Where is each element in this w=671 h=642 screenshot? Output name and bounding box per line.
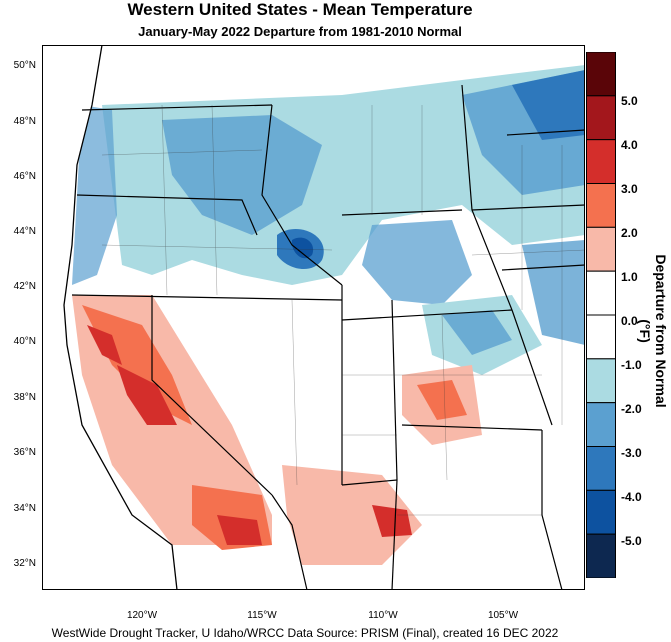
lat-label: 42°N: [13, 281, 36, 292]
colorbar-swatch: [586, 52, 616, 97]
lat-label: 36°N: [13, 447, 36, 458]
lat-label: 46°N: [13, 171, 36, 182]
lat-label: 38°N: [13, 392, 36, 403]
colorbar-swatch: [586, 402, 616, 448]
colorbar-swatch: [586, 270, 616, 316]
colorbar-label: -2.0: [621, 402, 642, 416]
colorbar: [586, 52, 616, 578]
colorbar-label: 2.0: [621, 226, 638, 240]
colorbar-label: 0.0: [621, 314, 638, 328]
colorbar-label: 3.0: [621, 182, 638, 196]
colorbar-label: 1.0: [621, 270, 638, 284]
map-title: Western United States - Mean Temperature: [127, 0, 473, 19]
colorbar-swatch: [586, 95, 616, 141]
colorbar-label: -5.0: [621, 534, 642, 548]
colorbar-label: -1.0: [621, 358, 642, 372]
colorbar-swatch: [586, 183, 616, 228]
colorbar-swatch: [586, 489, 616, 535]
lat-label: 34°N: [13, 503, 36, 514]
lat-label: 50°N: [13, 60, 36, 71]
lon-label: 120°W: [126, 610, 158, 621]
colorbar-label: -4.0: [621, 490, 642, 504]
map-subtitle: January-May 2022 Departure from 1981-201…: [138, 24, 462, 39]
lat-label: 48°N: [13, 116, 36, 127]
colorbar-swatch: [586, 226, 616, 272]
colorbar-swatch: [586, 358, 616, 404]
lon-label: 115°W: [247, 610, 277, 621]
colorbar-label: 5.0: [621, 94, 638, 108]
colorbar-label: 4.0: [621, 138, 638, 152]
colorbar-swatch: [586, 139, 616, 184]
colorbar-title: Departure from Normal (°F): [637, 254, 669, 408]
lat-label: 32°N: [13, 558, 36, 569]
colorbar-swatch: [586, 533, 616, 578]
colorbar-label: -3.0: [621, 446, 642, 460]
lon-label: 105°W: [487, 610, 519, 621]
lat-label: 44°N: [13, 226, 36, 237]
footer-credit: WestWide Drought Tracker, U Idaho/WRCC D…: [51, 626, 559, 640]
colorbar-swatch: [586, 446, 616, 491]
lon-label: 110°W: [368, 610, 398, 621]
colorbar-swatch: [586, 314, 616, 360]
temperature-departure-map: [42, 45, 585, 590]
lat-label: 40°N: [13, 336, 36, 347]
